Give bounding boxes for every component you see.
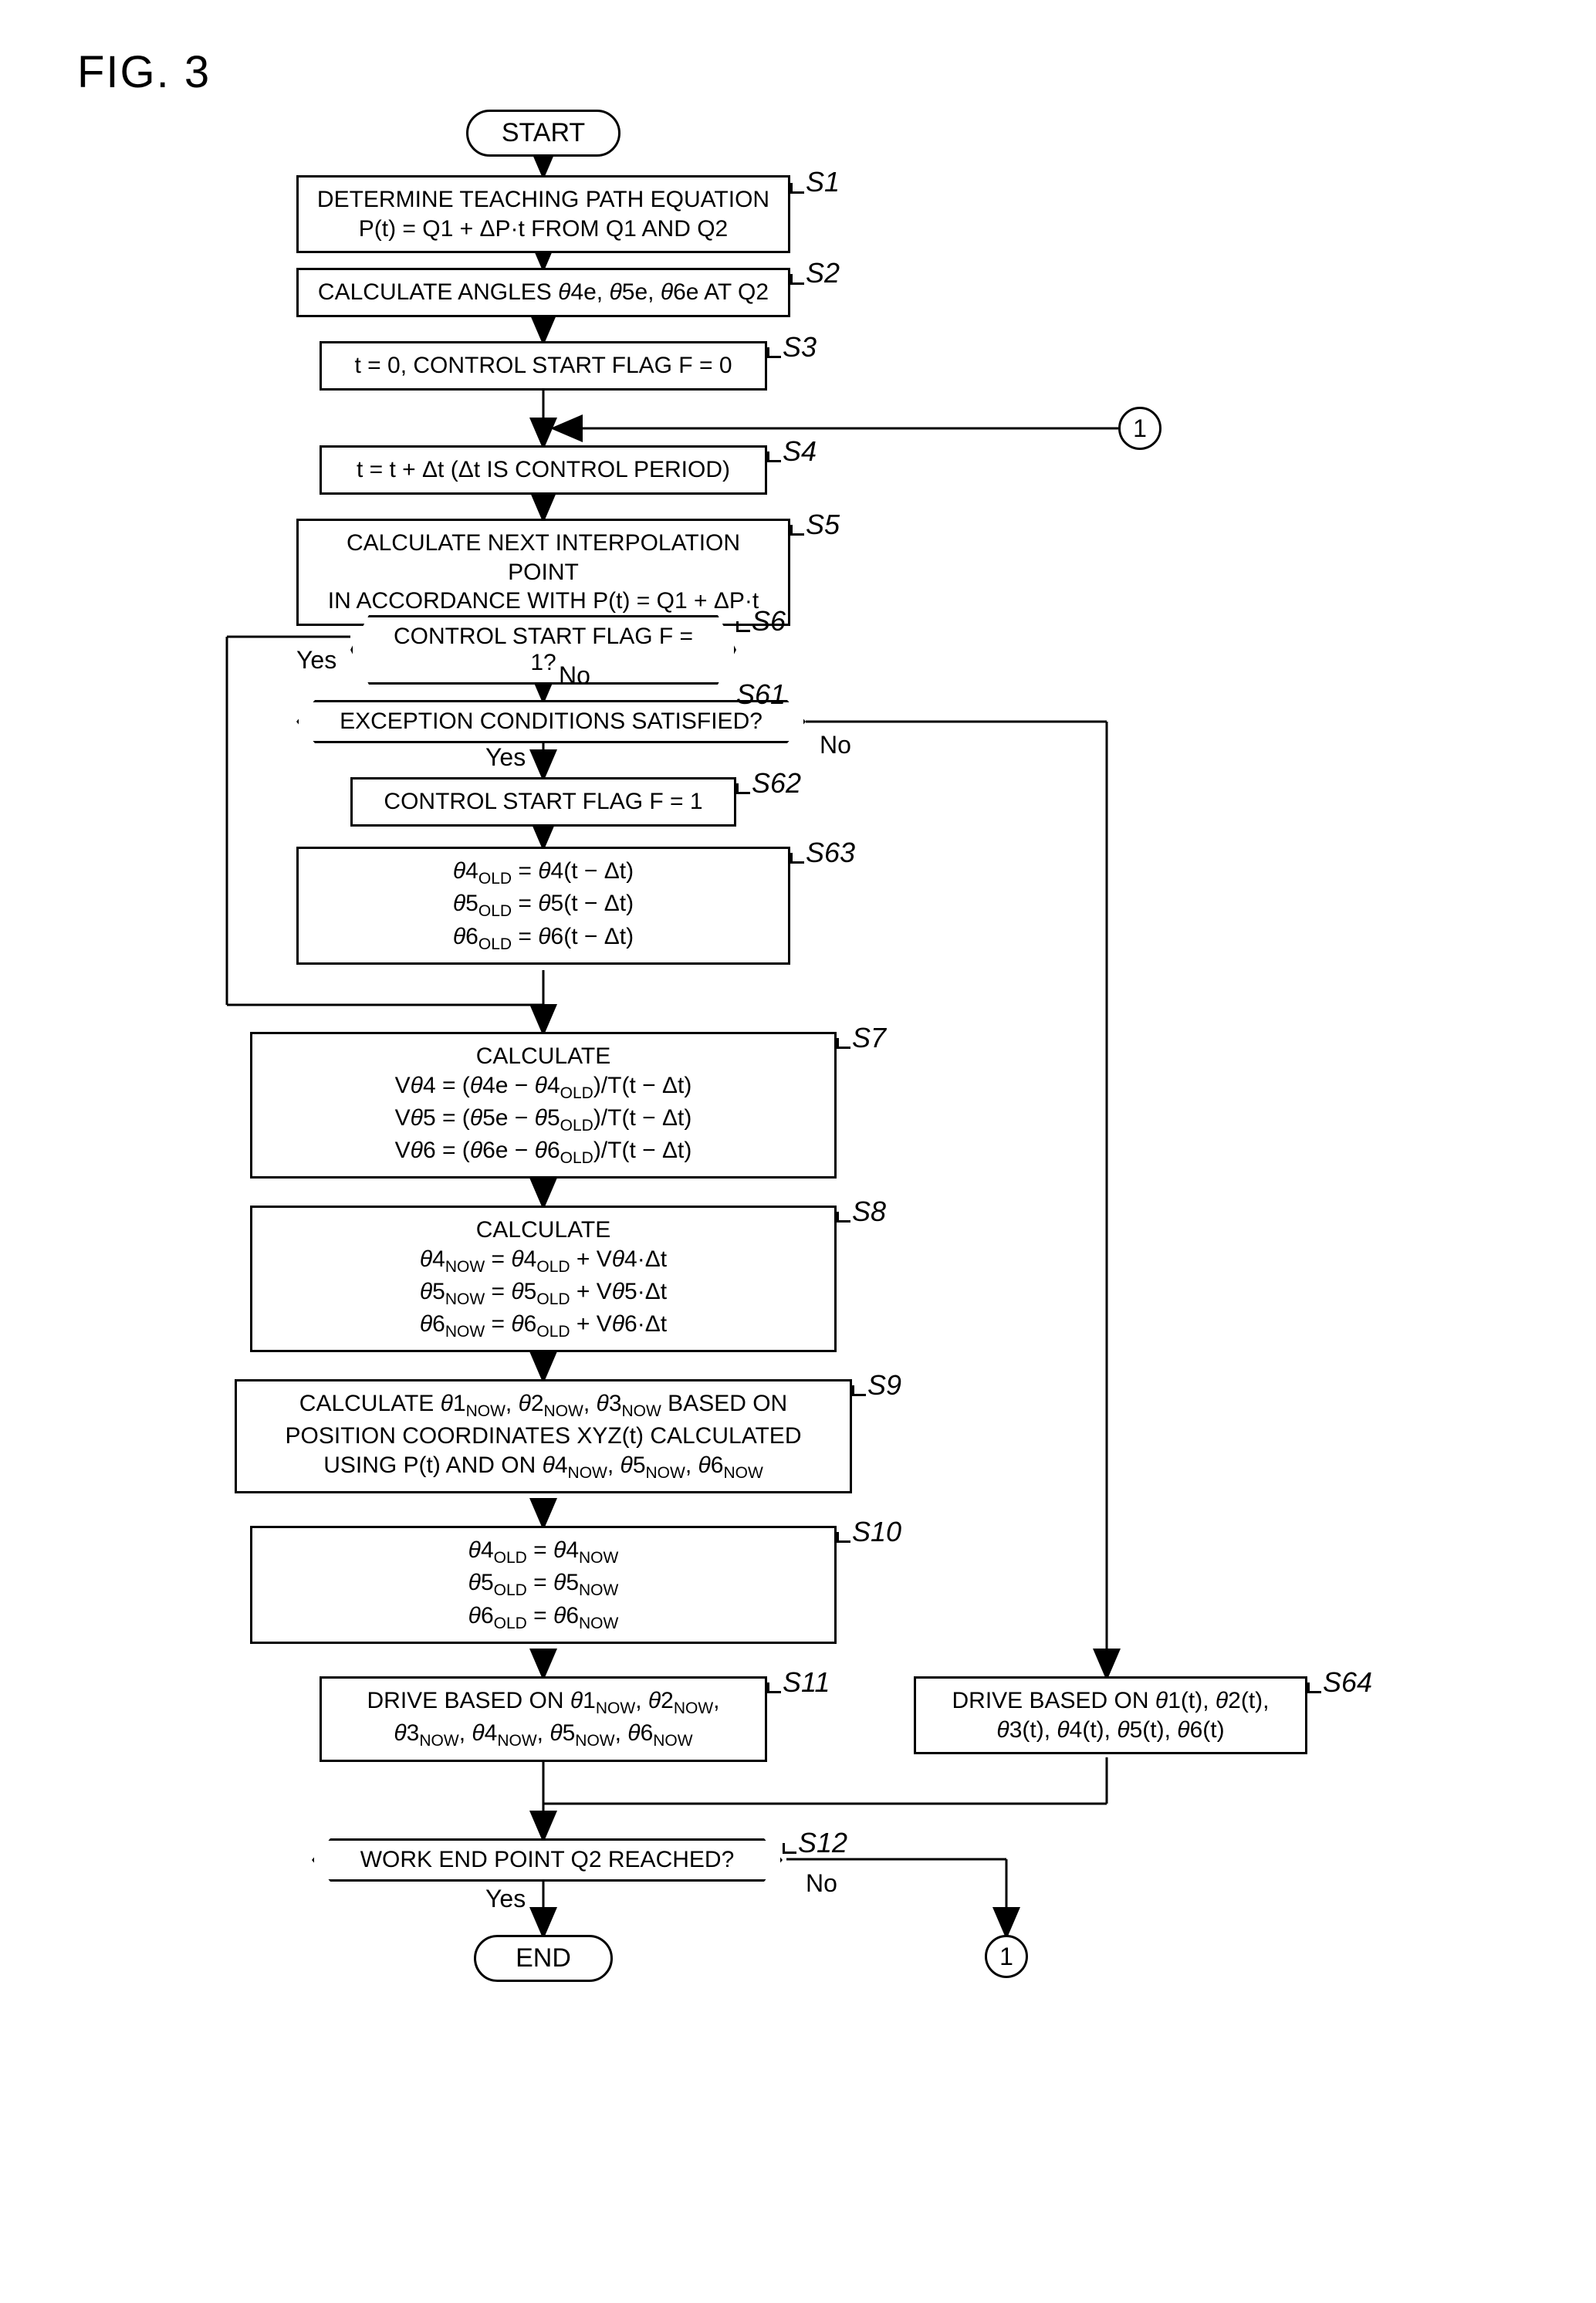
flowchart-container: START DETERMINE TEACHING PATH EQUATIONP(…: [65, 106, 1531, 2267]
s10-text: θ4OLD = θ4NOW θ5OLD = θ5NOW θ6OLD = θ6NO…: [468, 1537, 619, 1628]
step-s4: t = t + Δt (Δt IS CONTROL PERIOD): [320, 445, 767, 495]
label-s62: S62: [752, 767, 801, 800]
s8-text: CALCULATE θ4NOW = θ4OLD + Vθ4·Δt θ5NOW =…: [420, 1217, 667, 1337]
label-s6: S6: [752, 605, 786, 637]
s12-text: WORK END POINT Q2 REACHED?: [360, 1847, 735, 1872]
decision-s61: EXCEPTION CONDITIONS SATISFIED?: [296, 700, 806, 743]
step-s10: θ4OLD = θ4NOW θ5OLD = θ5NOW θ6OLD = θ6NO…: [250, 1526, 837, 1644]
step-s7: CALCULATE Vθ4 = (θ4e − θ4OLD)/T(t − Δt) …: [250, 1032, 837, 1179]
s4-text: t = t + Δt (Δt IS CONTROL PERIOD): [357, 457, 730, 482]
step-s64: DRIVE BASED ON θ1(t), θ2(t), θ3(t), θ4(t…: [914, 1676, 1307, 1754]
s62-text: CONTROL START FLAG F = 1: [384, 789, 702, 814]
label-s8: S8: [852, 1195, 886, 1228]
connector-lines: [65, 106, 1531, 2267]
label-s7: S7: [852, 1022, 886, 1054]
s61-no: No: [820, 731, 851, 759]
s12-yes: Yes: [485, 1885, 526, 1913]
label-s4: S4: [783, 435, 817, 468]
hook-s5: [790, 525, 804, 536]
label-s1: S1: [806, 166, 840, 198]
step-s9: CALCULATE θ1NOW, θ2NOW, θ3NOW BASED ON P…: [235, 1379, 852, 1493]
hook-s8: [837, 1212, 850, 1223]
step-s63: θ4OLD = θ4(t − Δt) θ5OLD = θ5(t − Δt) θ6…: [296, 847, 790, 965]
s64-text: DRIVE BASED ON θ1(t), θ2(t), θ3(t), θ4(t…: [952, 1688, 1270, 1743]
hook-s6: [736, 621, 750, 632]
label-s9: S9: [867, 1369, 901, 1402]
label-s11: S11: [783, 1666, 830, 1699]
hook-s3: [767, 347, 781, 358]
step-s2: CALCULATE ANGLES θ4e, θ5e, θ6e AT Q2: [296, 268, 790, 317]
step-s8: CALCULATE θ4NOW = θ4OLD + Vθ4·Δt θ5NOW =…: [250, 1206, 837, 1352]
start-terminator: START: [466, 110, 620, 157]
end-terminator: END: [474, 1935, 613, 1982]
hook-s7: [837, 1038, 850, 1049]
s6-text: CONTROL START FLAG F = 1?: [394, 624, 693, 675]
decision-s6: CONTROL START FLAG F = 1?: [350, 615, 736, 685]
label-s2: S2: [806, 257, 840, 289]
s12-no: No: [806, 1869, 837, 1898]
s6-no: No: [559, 661, 590, 690]
s7-text: CALCULATE Vθ4 = (θ4e − θ4OLD)/T(t − Δt) …: [395, 1043, 692, 1163]
hook-s62: [736, 783, 750, 794]
s6-yes: Yes: [296, 646, 336, 675]
step-s1: DETERMINE TEACHING PATH EQUATIONP(t) = Q…: [296, 175, 790, 253]
s61-text: EXCEPTION CONDITIONS SATISFIED?: [340, 708, 762, 734]
hook-s1: [790, 183, 804, 194]
label-s10: S10: [852, 1516, 901, 1548]
hook-s10: [837, 1532, 850, 1543]
label-s64: S64: [1323, 1666, 1372, 1699]
connector-1-top: 1: [1118, 407, 1161, 450]
hook-s4: [767, 451, 781, 462]
figure-label: FIG. 3: [77, 46, 1565, 98]
decision-s12: WORK END POINT Q2 REACHED?: [312, 1838, 783, 1882]
label-s3: S3: [783, 331, 817, 364]
hook-s9: [852, 1385, 866, 1396]
s61-yes: Yes: [485, 743, 526, 772]
hook-s64: [1307, 1682, 1321, 1693]
step-s62: CONTROL START FLAG F = 1: [350, 777, 736, 827]
s11-text: DRIVE BASED ON θ1NOW, θ2NOW, θ3NOW, θ4NO…: [367, 1688, 719, 1746]
s2-text: CALCULATE ANGLES θ4e, θ5e, θ6e AT Q2: [318, 279, 769, 305]
s3-text: t = 0, CONTROL START FLAG F = 0: [354, 353, 732, 378]
connector-1-bottom: 1: [985, 1935, 1028, 1978]
hook-s63: [790, 853, 804, 864]
label-s61: S61: [736, 678, 786, 711]
label-s5: S5: [806, 509, 840, 541]
step-s5: CALCULATE NEXT INTERPOLATION POINTIN ACC…: [296, 519, 790, 626]
step-s3: t = 0, CONTROL START FLAG F = 0: [320, 341, 767, 391]
s9-text: CALCULATE θ1NOW, θ2NOW, θ3NOW BASED ON P…: [286, 1391, 802, 1478]
hook-s2: [790, 274, 804, 285]
s1-text: DETERMINE TEACHING PATH EQUATIONP(t) = Q…: [317, 187, 769, 242]
hook-s12: [783, 1843, 796, 1854]
label-s63: S63: [806, 837, 855, 869]
s5-text: CALCULATE NEXT INTERPOLATION POINTIN ACC…: [328, 530, 759, 614]
label-s12: S12: [798, 1827, 847, 1859]
s63-text: θ4OLD = θ4(t − Δt) θ5OLD = θ5(t − Δt) θ6…: [453, 858, 634, 949]
hook-s11: [767, 1682, 781, 1693]
step-s11: DRIVE BASED ON θ1NOW, θ2NOW, θ3NOW, θ4NO…: [320, 1676, 767, 1762]
